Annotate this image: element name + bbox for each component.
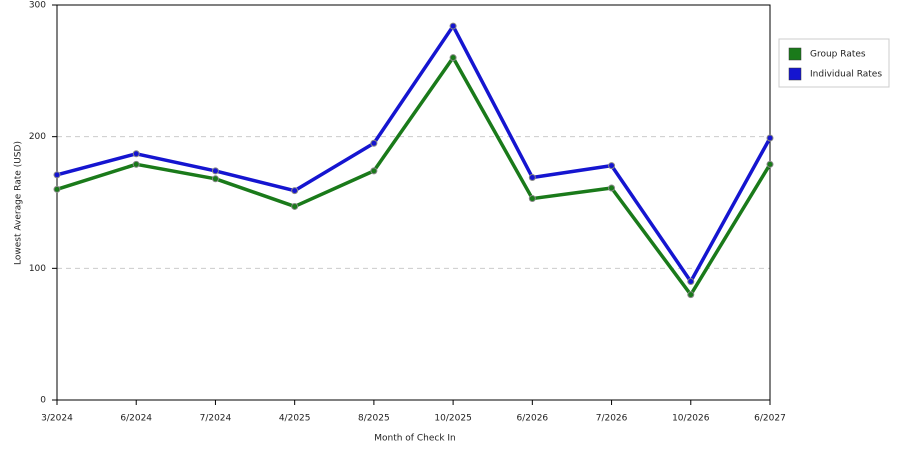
series-line bbox=[56, 55, 772, 297]
legend-swatch bbox=[788, 47, 802, 61]
x-tick-label: 6/2024 bbox=[120, 414, 152, 424]
legend-label: Individual Rates bbox=[810, 70, 882, 80]
point bbox=[687, 278, 695, 285]
x-tick-label: 6/2026 bbox=[516, 414, 548, 424]
x-tick-label: 4/2025 bbox=[279, 414, 311, 424]
y-tick-label: 100 bbox=[29, 264, 46, 274]
point bbox=[53, 185, 61, 193]
point bbox=[132, 150, 140, 158]
point bbox=[608, 162, 616, 170]
point bbox=[211, 175, 219, 183]
point bbox=[291, 187, 299, 195]
plot-frame bbox=[56, 4, 771, 401]
series-line bbox=[56, 24, 772, 284]
x-tick-label: 6/2027 bbox=[754, 414, 786, 424]
point bbox=[370, 139, 378, 147]
point bbox=[211, 167, 219, 175]
x-tick-label: 10/2026 bbox=[672, 414, 710, 424]
point bbox=[53, 171, 61, 179]
point bbox=[687, 291, 695, 299]
point bbox=[449, 22, 457, 30]
x-tick-label: 3/2024 bbox=[41, 414, 73, 424]
point bbox=[132, 160, 140, 168]
x-tick-label: 8/2025 bbox=[358, 414, 390, 424]
point bbox=[291, 202, 299, 210]
point bbox=[766, 160, 774, 168]
y-tick-label: 0 bbox=[40, 396, 46, 406]
point bbox=[449, 54, 457, 62]
legend-swatch bbox=[788, 67, 802, 81]
legend-label: Group Rates bbox=[810, 50, 866, 60]
y-tick-label: 200 bbox=[29, 132, 46, 142]
point bbox=[608, 184, 616, 192]
x-tick-label: 7/2024 bbox=[200, 414, 232, 424]
point bbox=[528, 173, 536, 181]
x-tick-label: 7/2026 bbox=[596, 414, 628, 424]
x-tick-label: 10/2025 bbox=[434, 414, 471, 424]
y-tick-label: 300 bbox=[29, 1, 46, 11]
point bbox=[528, 195, 536, 203]
x-axis-label: Month of Check In bbox=[374, 434, 456, 444]
point bbox=[766, 134, 774, 142]
point bbox=[370, 167, 378, 175]
y-axis-label: Lowest Average Rate (USD) bbox=[14, 141, 24, 265]
